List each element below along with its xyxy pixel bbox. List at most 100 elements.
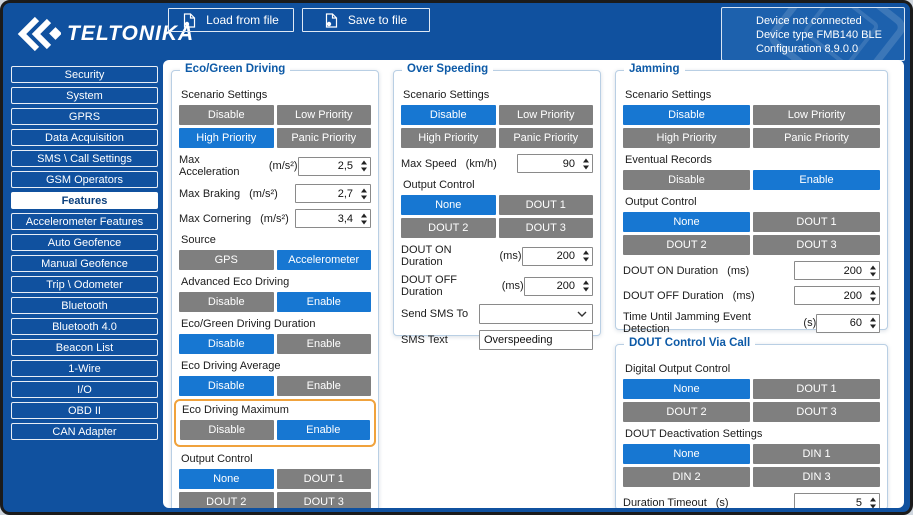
sidebar-item-trip-odometer[interactable]: Trip \ Odometer bbox=[11, 276, 158, 293]
jamming-output-dout3[interactable]: DOUT 3 bbox=[753, 235, 880, 255]
max-cornering-spinner[interactable] bbox=[361, 213, 367, 224]
spinner-down-icon[interactable] bbox=[870, 324, 876, 329]
sidebar-item-can-adapter[interactable]: CAN Adapter bbox=[11, 423, 158, 440]
spinner-up-icon[interactable] bbox=[870, 290, 876, 294]
eco-source-accelerometer[interactable]: Accelerometer bbox=[276, 250, 371, 270]
spinner-up-icon[interactable] bbox=[870, 497, 876, 501]
over-scenario-low-priority[interactable]: Low Priority bbox=[498, 105, 593, 125]
sidebar-item-beacon-list[interactable]: Beacon List bbox=[11, 339, 158, 356]
sidebar-item-features[interactable]: Features bbox=[11, 192, 158, 209]
sidebar-item-data-acquisition[interactable]: Data Acquisition bbox=[11, 129, 158, 146]
spinner-up-icon[interactable] bbox=[361, 160, 367, 165]
eco-maximum-disable[interactable]: Disable bbox=[180, 420, 274, 440]
jamming-scenario-low-priority[interactable]: Low Priority bbox=[753, 105, 880, 125]
eco-output-dout2[interactable]: DOUT 2 bbox=[179, 492, 274, 508]
dout-deactivation-none[interactable]: None bbox=[623, 444, 750, 464]
dout-deactivation-din3[interactable]: DIN 3 bbox=[753, 467, 880, 487]
sidebar-item-bluetooth[interactable]: Bluetooth bbox=[11, 297, 158, 314]
sidebar-item-manual-geofence[interactable]: Manual Geofence bbox=[11, 255, 158, 272]
max-braking-spinner[interactable] bbox=[361, 188, 367, 199]
spinner-down-icon[interactable] bbox=[870, 297, 876, 301]
max-braking-input[interactable] bbox=[295, 184, 371, 203]
jamming-output-none[interactable]: None bbox=[623, 212, 750, 232]
dout-deactivation-din2[interactable]: DIN 2 bbox=[623, 467, 750, 487]
sidebar-item-gsm-operators[interactable]: GSM Operators bbox=[11, 171, 158, 188]
over-dout-on-duration-input[interactable] bbox=[521, 246, 593, 266]
eco-average-enable[interactable]: Enable bbox=[276, 376, 371, 396]
eventual-records-enable[interactable]: Enable bbox=[753, 170, 880, 190]
spinner-up-icon[interactable] bbox=[361, 188, 367, 192]
eco-duration-enable[interactable]: Enable bbox=[276, 334, 371, 354]
sidebar-item-1-wire[interactable]: 1-Wire bbox=[11, 360, 158, 377]
sms-text-input[interactable] bbox=[479, 330, 593, 350]
duration-timeout-input[interactable] bbox=[794, 493, 880, 508]
max-speed-input[interactable] bbox=[517, 154, 593, 173]
spinner-up-icon[interactable] bbox=[870, 317, 876, 322]
jamming-dout-on-spinner[interactable] bbox=[870, 265, 876, 276]
spinner-down-icon[interactable] bbox=[870, 272, 876, 276]
eco-duration-disable[interactable]: Disable bbox=[179, 334, 274, 354]
eco-average-disable[interactable]: Disable bbox=[179, 376, 274, 396]
spinner-up-icon[interactable] bbox=[870, 265, 876, 269]
spinner-down-icon[interactable] bbox=[583, 165, 589, 169]
over-output-none[interactable]: None bbox=[401, 195, 496, 215]
eventual-records-disable[interactable]: Disable bbox=[623, 170, 750, 190]
send-sms-to-dropdown[interactable] bbox=[479, 304, 593, 324]
eco-output-dout1[interactable]: DOUT 1 bbox=[276, 469, 371, 489]
digital-output-none[interactable]: None bbox=[623, 379, 750, 399]
spinner-up-icon[interactable] bbox=[583, 158, 589, 162]
max-speed-spinner[interactable] bbox=[583, 158, 589, 169]
over-dout-on-spinner[interactable] bbox=[583, 250, 589, 262]
dout-deactivation-din1[interactable]: DIN 1 bbox=[753, 444, 880, 464]
spinner-down-icon[interactable] bbox=[583, 257, 589, 262]
jamming-dout-off-spinner[interactable] bbox=[870, 290, 876, 301]
sidebar-item-obd-ii[interactable]: OBD II bbox=[11, 402, 158, 419]
sidebar-item-gprs[interactable]: GPRS bbox=[11, 108, 158, 125]
time-until-jamming-spinner[interactable] bbox=[870, 317, 876, 329]
eco-output-dout3[interactable]: DOUT 3 bbox=[276, 492, 371, 508]
jamming-output-dout2[interactable]: DOUT 2 bbox=[623, 235, 750, 255]
max-acceleration-input[interactable] bbox=[297, 156, 371, 176]
sidebar-item-bluetooth-4-0[interactable]: Bluetooth 4.0 bbox=[11, 318, 158, 335]
over-scenario-disable[interactable]: Disable bbox=[401, 105, 496, 125]
spinner-up-icon[interactable] bbox=[583, 280, 589, 285]
jamming-dout-on-duration-input[interactable] bbox=[794, 261, 880, 280]
jamming-scenario-panic-priority[interactable]: Panic Priority bbox=[753, 128, 880, 148]
spinner-down-icon[interactable] bbox=[583, 287, 589, 292]
spinner-down-icon[interactable] bbox=[361, 195, 367, 199]
eco-scenario-disable[interactable]: Disable bbox=[179, 105, 274, 125]
max-acceleration-spinner[interactable] bbox=[361, 160, 367, 172]
sidebar-item-sms-call-settings[interactable]: SMS \ Call Settings bbox=[11, 150, 158, 167]
advanced-eco-enable[interactable]: Enable bbox=[276, 292, 371, 312]
spinner-up-icon[interactable] bbox=[361, 213, 367, 217]
over-output-dout1[interactable]: DOUT 1 bbox=[498, 195, 593, 215]
time-until-jamming-input[interactable] bbox=[816, 313, 880, 333]
over-dout-off-duration-input[interactable] bbox=[523, 276, 593, 296]
over-scenario-high-priority[interactable]: High Priority bbox=[401, 128, 496, 148]
digital-output-dout1[interactable]: DOUT 1 bbox=[753, 379, 880, 399]
jamming-scenario-disable[interactable]: Disable bbox=[623, 105, 750, 125]
sidebar-item-security[interactable]: Security bbox=[11, 66, 158, 83]
load-from-file-button[interactable]: Load from file bbox=[168, 8, 294, 32]
over-dout-off-spinner[interactable] bbox=[583, 280, 589, 292]
spinner-up-icon[interactable] bbox=[583, 250, 589, 255]
jamming-dout-off-duration-input[interactable] bbox=[794, 286, 880, 305]
digital-output-dout2[interactable]: DOUT 2 bbox=[623, 402, 750, 422]
eco-source-gps[interactable]: GPS bbox=[179, 250, 274, 270]
sidebar-item-auto-geofence[interactable]: Auto Geofence bbox=[11, 234, 158, 251]
save-to-file-button[interactable]: Save to file bbox=[302, 8, 430, 32]
eco-output-none[interactable]: None bbox=[179, 469, 274, 489]
sidebar-item-system[interactable]: System bbox=[11, 87, 158, 104]
sidebar-item-accelerometer-features[interactable]: Accelerometer Features bbox=[11, 213, 158, 230]
digital-output-dout3[interactable]: DOUT 3 bbox=[753, 402, 880, 422]
over-output-dout2[interactable]: DOUT 2 bbox=[401, 218, 496, 238]
sidebar-item-io[interactable]: I/O bbox=[11, 381, 158, 398]
advanced-eco-disable[interactable]: Disable bbox=[179, 292, 274, 312]
jamming-scenario-high-priority[interactable]: High Priority bbox=[623, 128, 750, 148]
duration-timeout-spinner[interactable] bbox=[870, 497, 876, 508]
eco-scenario-high-priority[interactable]: High Priority bbox=[179, 128, 274, 148]
jamming-output-dout1[interactable]: DOUT 1 bbox=[753, 212, 880, 232]
eco-maximum-enable[interactable]: Enable bbox=[276, 420, 370, 440]
spinner-down-icon[interactable] bbox=[361, 220, 367, 224]
spinner-down-icon[interactable] bbox=[361, 167, 367, 172]
